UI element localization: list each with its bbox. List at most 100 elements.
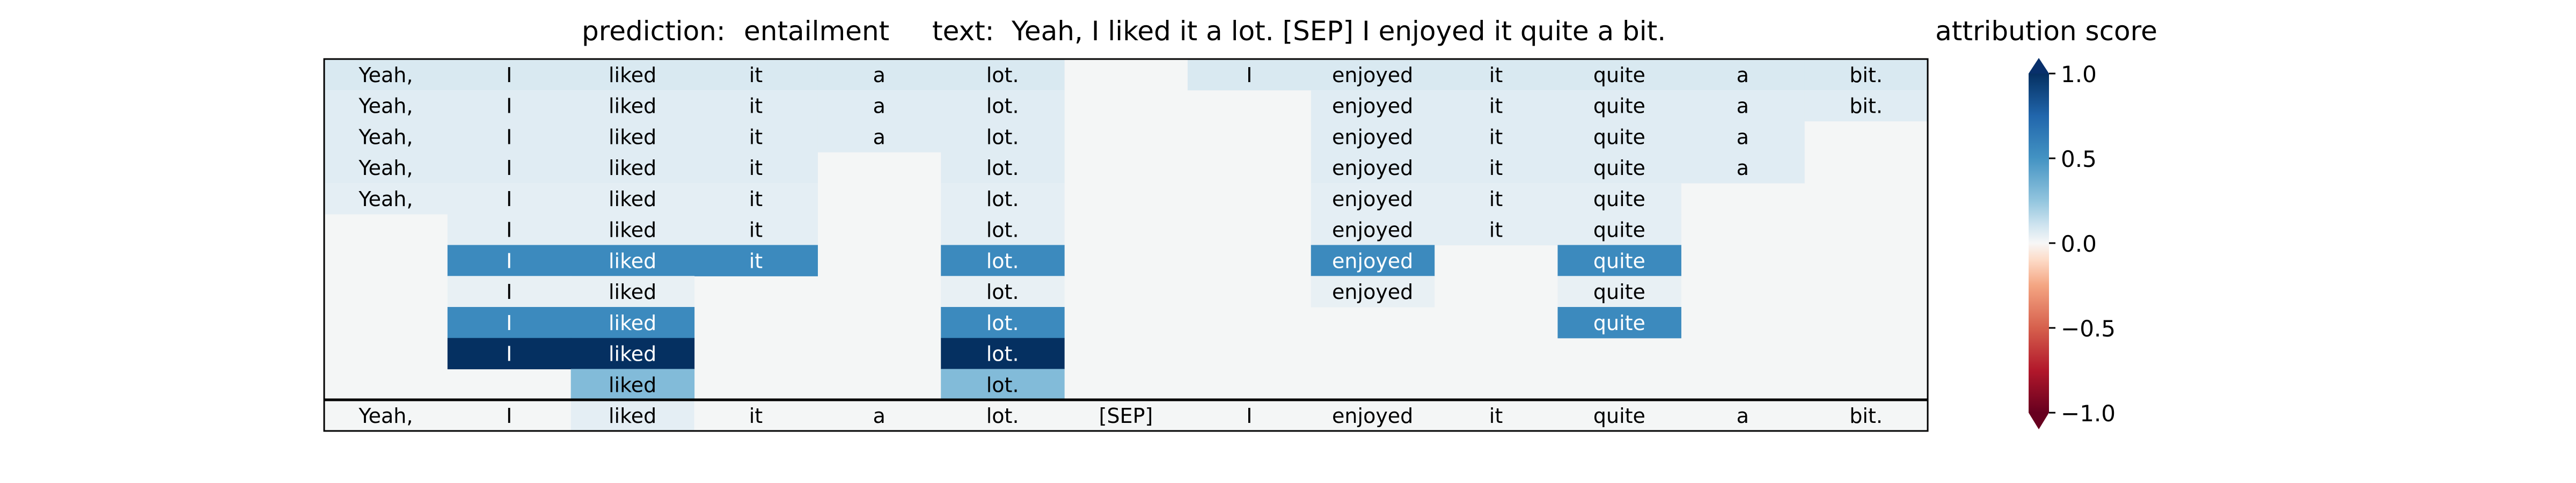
heatmap-cell [941,276,1065,308]
heatmap-cell [447,59,572,91]
heatmap-cell [1434,90,1558,122]
heatmap-cell-label: liked [609,125,656,149]
heatmap-cell [941,59,1065,91]
heatmap-cell [570,369,695,400]
heatmap-cell-label: it [749,94,763,118]
heatmap-cell [941,214,1065,246]
input-token-label: a [1737,404,1749,428]
input-token-cell [941,400,1065,431]
heatmap-cell-label: Yeah, [358,125,413,149]
heatmap-cell-label: enjoyed [1332,94,1413,118]
heatmap-cell-label: it [1489,187,1503,211]
heatmap-cell-label: I [506,94,512,118]
heatmap-cell [1557,152,1681,184]
heatmap-cell-label: it [1489,156,1503,180]
heatmap-cell-label: enjoyed [1332,125,1413,149]
heatmap-cell-label: bit. [1849,94,1883,118]
heatmap-cell [447,183,572,215]
heatmap-cell [447,121,572,152]
heatmap-cell [1434,121,1558,152]
input-token-cell [324,400,448,431]
heatmap-cell [324,121,448,152]
input-token-label: bit. [1849,404,1883,428]
heatmap-cell [1311,214,1435,246]
heatmap-cell-label: it [749,218,763,242]
heatmap-cell [447,152,572,184]
heatmap-cell [1311,183,1435,215]
heatmap-cell [1557,307,1681,339]
heatmap-cell [1557,59,1681,91]
title-text-label: text: [932,16,994,47]
heatmap-cell-label: I [506,311,512,335]
heatmap-cell [1557,90,1681,122]
heatmap-cell-label: quite [1593,63,1645,87]
heatmap-cell-label: enjoyed [1332,218,1413,242]
chart-title: prediction: entailment text: Yeah, I lik… [582,16,1666,47]
heatmap-cell-label: I [1246,63,1252,87]
title-prediction-value: entailment [744,16,889,47]
input-token-cell [1804,400,1928,431]
heatmap-cell-label: enjoyed [1332,156,1413,180]
heatmap-cell [570,245,695,276]
input-token-label: lot. [986,404,1019,428]
heatmap-cell [324,59,448,91]
heatmap-cell [941,90,1065,122]
heatmap-cell-label: liked [609,156,656,180]
heatmap-cell [694,245,818,276]
input-token-label: enjoyed [1332,404,1413,428]
heatmap-cell [694,90,818,122]
heatmap-cell-label: I [506,63,512,87]
heatmap-cell [1434,59,1558,91]
heatmap-cell [1557,245,1681,276]
heatmap-cell [817,90,941,122]
input-token-label: it [1489,404,1503,428]
heatmap-cell-label: liked [609,373,656,397]
heatmap-cell-label: liked [609,311,656,335]
input-token-label: I [1246,404,1252,428]
input-token-cell [1187,400,1312,431]
heatmap-cell [570,276,695,308]
heatmap-cell [447,90,572,122]
input-token-label: quite [1593,404,1645,428]
heatmap-cell-label: quite [1593,156,1645,180]
heatmap-cell-label: lot. [986,249,1019,273]
heatmap-cell-label: a [1737,125,1749,149]
heatmap-cell [1311,152,1435,184]
heatmap-cell-label: quite [1593,218,1645,242]
heatmap-cell-label: I [506,156,512,180]
heatmap-cell [694,152,818,184]
heatmap-cell-label: enjoyed [1332,63,1413,87]
heatmap-cell [941,307,1065,339]
input-token-cell [694,400,818,431]
heatmap-cell [1311,90,1435,122]
heatmap-cell-label: I [506,342,512,366]
heatmap-cell-label: lot. [986,63,1019,87]
heatmap-cell [1681,152,1805,184]
heatmap-cell [1557,183,1681,215]
colorbar-extend-bottom [2029,413,2049,429]
heatmap-cell [1434,152,1558,184]
heatmap-cell-label: Yeah, [358,156,413,180]
heatmap-cell-label: liked [609,249,656,273]
heatmap-cell [941,152,1065,184]
heatmap-cell [1681,121,1805,152]
heatmap-cell [1681,90,1805,122]
heatmap-cell [570,121,695,152]
heatmap-cell-label: enjoyed [1332,280,1413,304]
heatmap-cell-label: lot. [986,218,1019,242]
heatmap-cell-label: lot. [986,280,1019,304]
heatmap-cell-label: liked [609,342,656,366]
input-token-label: it [749,404,763,428]
heatmap-cell [694,59,818,91]
input-token-label: a [873,404,885,428]
heatmap-cell-label: it [749,63,763,87]
heatmap-cell-label: I [506,218,512,242]
heatmap-cell [1804,90,1928,122]
heatmap-cell-label: lot. [986,187,1019,211]
heatmap-cell-label: enjoyed [1332,249,1413,273]
heatmap-cell-label: lot. [986,311,1019,335]
title-prediction-label: prediction: [582,16,726,47]
input-token-label: [SEP] [1099,404,1153,428]
input-token-cell [1311,400,1435,431]
input-token-label: Yeah, [358,404,413,428]
